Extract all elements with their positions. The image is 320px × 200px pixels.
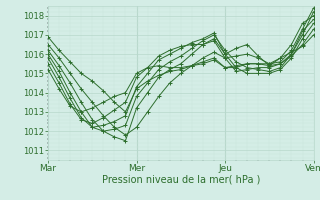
- X-axis label: Pression niveau de la mer( hPa ): Pression niveau de la mer( hPa ): [102, 175, 260, 185]
